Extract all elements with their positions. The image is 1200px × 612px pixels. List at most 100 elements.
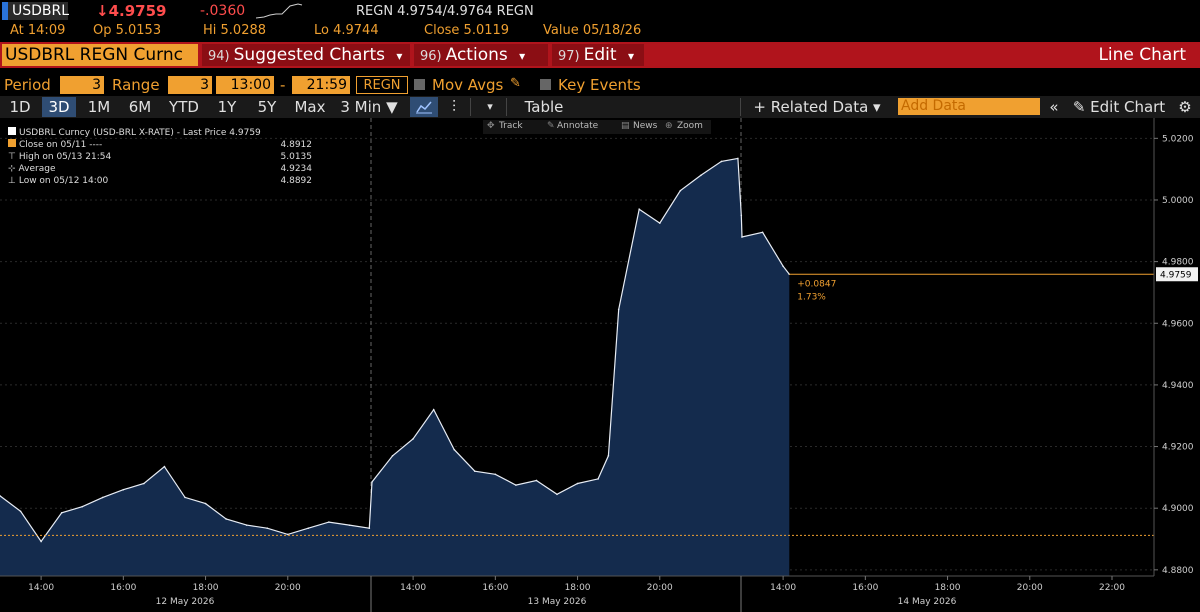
- key-events-checkbox[interactable]: [540, 79, 551, 90]
- chart-legend: USDBRL Curncy (USD-BRL X-RATE) - Last Pr…: [8, 127, 312, 187]
- low-marker-icon: ⊥: [8, 176, 16, 186]
- price-area: [0, 158, 790, 576]
- move-icon[interactable]: ✥: [487, 121, 495, 131]
- toolbar-divider: [740, 98, 741, 116]
- collapse-icon[interactable]: «: [1049, 98, 1059, 116]
- interval-dropdown[interactable]: 3 Min ▼: [340, 98, 398, 116]
- menu-number: 96): [420, 49, 442, 64]
- mov-avgs-label[interactable]: Mov Avgs: [432, 76, 504, 94]
- range-input[interactable]: 3: [168, 76, 212, 94]
- price-point: [391, 454, 394, 457]
- x-tick-label: 22:00: [1099, 583, 1125, 593]
- price-point: [473, 470, 476, 473]
- line-chart-icon[interactable]: [410, 97, 438, 117]
- price-point: [453, 448, 456, 451]
- chevron-down-icon: ▾: [519, 49, 526, 63]
- legend-series-label: USDBRL Curncy (USD-BRL X-RATE) - Last Pr…: [19, 128, 261, 138]
- tab-1m[interactable]: 1M: [87, 98, 111, 116]
- x-tick-label: 16:00: [852, 583, 878, 593]
- quote-close: Close 5.0119: [424, 23, 510, 38]
- x-tick-label: 14:00: [770, 583, 796, 593]
- quote-open: Op 5.0153: [93, 23, 162, 38]
- news-icon[interactable]: ▤: [621, 121, 630, 131]
- zoom-icon[interactable]: ⊕: [665, 121, 673, 131]
- ticker-row: USDBRL ↓4.9759 -.0360 REGN 4.9754/4.9764…: [0, 0, 1200, 22]
- x-day-label: 13 May 2026: [528, 597, 587, 607]
- x-tick-label: 16:00: [110, 583, 136, 593]
- mov-avgs-checkbox[interactable]: [414, 79, 425, 90]
- price-point: [761, 231, 764, 234]
- price-point: [368, 527, 371, 530]
- tab-max[interactable]: Max: [294, 98, 326, 116]
- key-events-label[interactable]: Key Events: [558, 76, 641, 94]
- track-button[interactable]: Track: [499, 121, 523, 131]
- legend-close-value: 4.8912: [280, 140, 313, 150]
- chevron-down-icon: ▾: [627, 49, 634, 63]
- legend-series[interactable]: USDBRL Curncy (USD-BRL X-RATE) - Last Pr…: [8, 127, 312, 139]
- quote-high: Hi 5.0288: [203, 23, 267, 38]
- change-pct-annotation: 1.73%: [797, 292, 826, 302]
- period-range-row: Period 3 Range 3 13:00 - 21:59 REGN Mov …: [0, 74, 1200, 96]
- tab-1y[interactable]: 1Y: [217, 98, 237, 116]
- time-from-input[interactable]: 13:00: [216, 76, 274, 94]
- price-point: [0, 495, 1, 497]
- y-tick-label: 4.9800: [1162, 258, 1194, 268]
- annotate-icon[interactable]: ✎: [547, 121, 555, 131]
- price-point: [607, 454, 610, 457]
- tab-1d[interactable]: 1D: [9, 98, 31, 116]
- edit-chart-button[interactable]: ✎ Edit Chart: [1072, 98, 1166, 116]
- series-swatch-icon: [8, 127, 16, 135]
- period-label: Period: [4, 76, 51, 94]
- tab-6m[interactable]: 6M: [128, 98, 152, 116]
- y-tick-label: 5.0000: [1162, 196, 1194, 206]
- legend-average-value: 4.9234: [280, 164, 313, 174]
- menu-number: 97): [558, 49, 580, 64]
- legend-low-label: Low on 05/12 14:00: [18, 176, 109, 186]
- edit-menu[interactable]: 97) Edit ▾: [552, 44, 644, 66]
- y-tick-label: 5.0200: [1162, 134, 1194, 144]
- price-point: [122, 488, 125, 491]
- chevron-down-icon: ▾: [396, 49, 403, 63]
- add-data-input[interactable]: Add Data: [898, 98, 1040, 115]
- x-tick-label: 14:00: [28, 583, 54, 593]
- sparkline-icon: [256, 3, 303, 19]
- price-point: [225, 518, 227, 520]
- actions-menu[interactable]: 96) Actions ▾: [414, 44, 548, 66]
- security-field[interactable]: USDBRL REGN Curnc: [2, 44, 198, 66]
- tab-5y[interactable]: 5Y: [257, 98, 277, 116]
- price-point: [81, 505, 84, 508]
- toolbar-divider: [470, 98, 471, 116]
- price-point: [348, 524, 351, 526]
- table-button[interactable]: Table: [524, 98, 564, 116]
- zoom-button[interactable]: Zoom: [677, 121, 703, 131]
- price-point: [535, 479, 538, 482]
- quote-low: Lo 4.9744: [314, 23, 379, 38]
- gear-icon[interactable]: ⚙: [1178, 98, 1192, 116]
- time-to-input[interactable]: 21:59: [292, 76, 350, 94]
- price-point: [556, 493, 558, 496]
- price-point: [494, 473, 497, 476]
- pricing-source-button[interactable]: REGN: [356, 76, 408, 94]
- price-point: [184, 496, 186, 499]
- news-button[interactable]: News: [633, 121, 658, 131]
- period-input[interactable]: 3: [60, 76, 104, 94]
- tab-3d[interactable]: 3D: [42, 97, 76, 117]
- price-point: [576, 482, 579, 485]
- price-point: [432, 408, 435, 411]
- related-data-button[interactable]: + Related Data ▾: [753, 98, 881, 116]
- plot-area: +0.0847 1.73%: [0, 157, 1154, 576]
- chart-type-dropdown-icon[interactable]: ▾: [487, 100, 493, 113]
- tab-ytd[interactable]: YTD: [169, 98, 199, 116]
- price-point: [101, 496, 104, 499]
- ticker-symbol[interactable]: USDBRL: [2, 2, 69, 20]
- annotate-button[interactable]: Annotate: [557, 121, 599, 131]
- menu-label: Edit: [583, 45, 617, 65]
- price-chart[interactable]: +0.0847 1.73% 5.0200 5.0000 4.9800 4.9600 4.9…: [0, 118, 1200, 612]
- menu-number: 94): [208, 49, 230, 64]
- command-bar: USDBRL REGN Curnc 94) Suggested Charts ▾ …: [0, 42, 1200, 68]
- bar-chart-icon[interactable]: ⫶: [451, 97, 456, 116]
- pencil-icon[interactable]: ✎: [510, 76, 521, 91]
- y-tick-label: 4.9600: [1162, 319, 1194, 329]
- last-price: ↓4.9759: [96, 2, 167, 20]
- suggested-charts-menu[interactable]: 94) Suggested Charts ▾: [202, 44, 410, 66]
